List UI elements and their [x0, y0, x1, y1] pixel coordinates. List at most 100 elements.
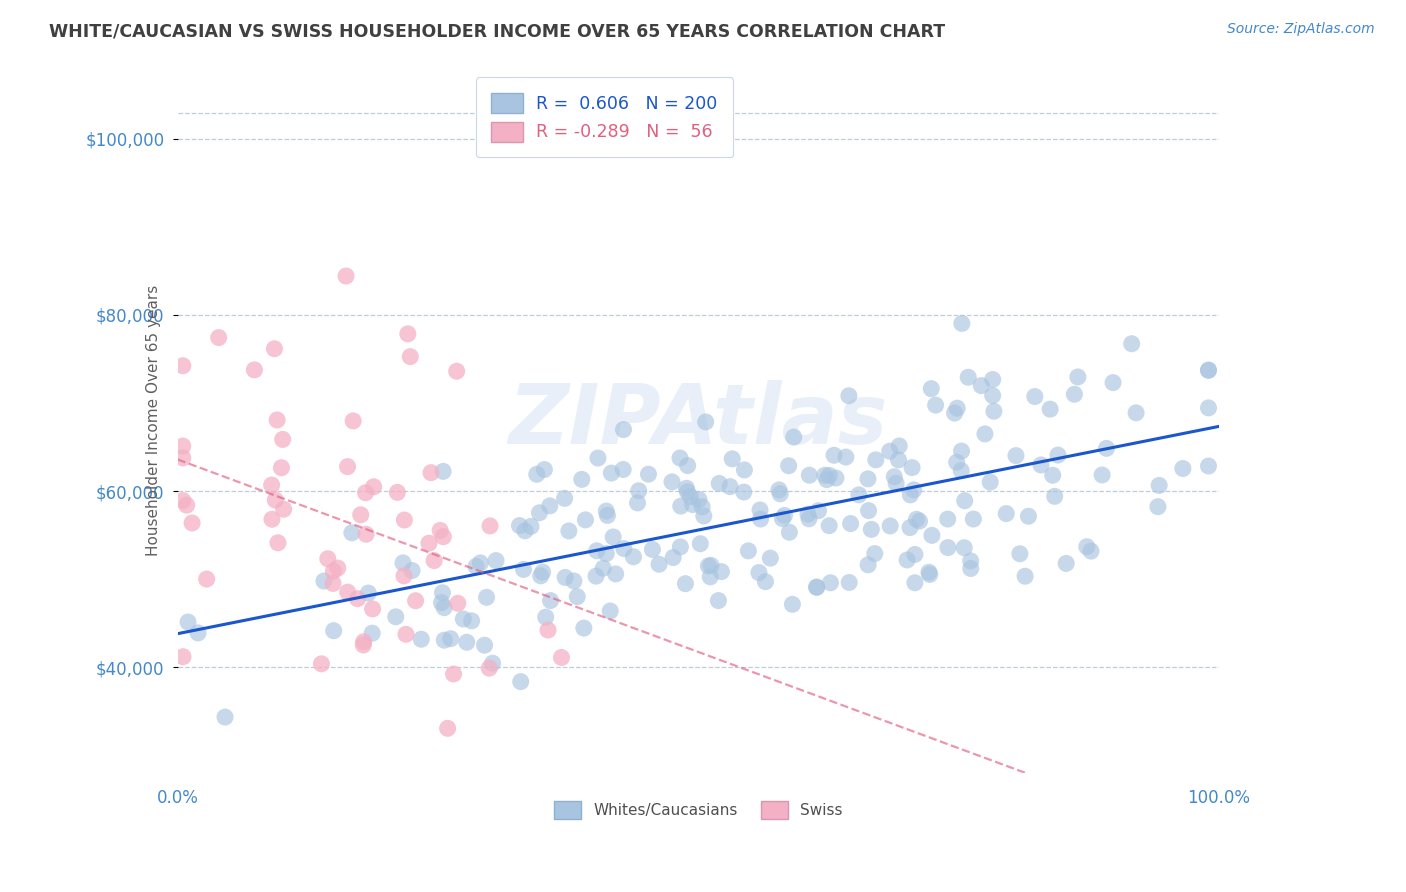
Point	[396, 326, 419, 341]
Point	[600, 466, 623, 480]
Point	[346, 591, 368, 606]
Point	[520, 519, 543, 533]
Point	[1039, 402, 1062, 417]
Point	[531, 565, 554, 579]
Point	[530, 569, 553, 583]
Point	[1121, 336, 1143, 351]
Point	[918, 567, 941, 582]
Point	[669, 450, 692, 465]
Point	[898, 520, 921, 534]
Point	[1080, 544, 1102, 558]
Point	[718, 480, 741, 494]
Point	[361, 602, 384, 616]
Point	[572, 621, 595, 635]
Point	[405, 593, 427, 607]
Point	[858, 503, 880, 517]
Point	[395, 627, 418, 641]
Point	[478, 661, 501, 675]
Point	[908, 514, 931, 528]
Point	[465, 559, 488, 574]
Point	[904, 548, 927, 562]
Point	[697, 558, 720, 573]
Point	[806, 580, 828, 594]
Point	[354, 527, 377, 541]
Point	[1198, 363, 1220, 377]
Point	[263, 342, 285, 356]
Point	[936, 512, 959, 526]
Point	[312, 574, 335, 588]
Point	[920, 382, 942, 396]
Point	[806, 580, 828, 594]
Point	[981, 388, 1004, 402]
Point	[799, 468, 821, 483]
Point	[363, 480, 385, 494]
Point	[429, 524, 451, 538]
Point	[1125, 406, 1147, 420]
Point	[311, 657, 333, 671]
Point	[475, 591, 498, 605]
Point	[352, 638, 374, 652]
Point	[883, 469, 905, 483]
Point	[768, 483, 790, 497]
Point	[823, 448, 845, 462]
Point	[936, 541, 959, 555]
Point	[943, 406, 966, 420]
Point	[533, 462, 555, 476]
Point	[187, 626, 209, 640]
Point	[613, 541, 636, 556]
Point	[433, 633, 456, 648]
Point	[676, 458, 699, 473]
Point	[957, 370, 980, 384]
Point	[863, 547, 886, 561]
Point	[669, 540, 692, 554]
Point	[181, 516, 204, 530]
Point	[392, 556, 415, 570]
Point	[554, 570, 576, 584]
Point	[172, 439, 194, 453]
Point	[959, 554, 981, 568]
Point	[695, 415, 717, 429]
Point	[326, 561, 349, 575]
Point	[335, 268, 357, 283]
Point	[626, 496, 648, 510]
Point	[537, 623, 560, 637]
Point	[612, 423, 634, 437]
Point	[962, 512, 984, 526]
Point	[267, 535, 290, 549]
Point	[782, 597, 804, 611]
Point	[1102, 376, 1125, 390]
Point	[423, 553, 446, 567]
Point	[392, 569, 415, 583]
Point	[699, 570, 721, 584]
Point	[479, 519, 502, 533]
Point	[773, 508, 796, 523]
Point	[797, 507, 820, 521]
Point	[778, 525, 800, 540]
Point	[983, 404, 1005, 418]
Text: ZIPAtlas: ZIPAtlas	[509, 380, 889, 461]
Point	[950, 464, 973, 478]
Point	[336, 585, 359, 599]
Legend: Whites/Caucasians, Swiss: Whites/Caucasians, Swiss	[547, 795, 849, 825]
Point	[981, 372, 1004, 386]
Point	[838, 389, 860, 403]
Point	[485, 553, 508, 567]
Point	[361, 626, 384, 640]
Point	[778, 458, 800, 473]
Text: Source: ZipAtlas.com: Source: ZipAtlas.com	[1227, 22, 1375, 37]
Point	[950, 317, 973, 331]
Point	[901, 460, 924, 475]
Point	[838, 575, 860, 590]
Point	[839, 516, 862, 531]
Point	[509, 674, 531, 689]
Point	[336, 459, 359, 474]
Point	[401, 564, 423, 578]
Point	[443, 667, 465, 681]
Point	[979, 475, 1001, 490]
Point	[1046, 448, 1069, 462]
Point	[995, 507, 1018, 521]
Y-axis label: Householder Income Over 65 years: Householder Income Over 65 years	[146, 285, 160, 557]
Point	[270, 460, 292, 475]
Point	[953, 493, 976, 508]
Point	[648, 558, 671, 572]
